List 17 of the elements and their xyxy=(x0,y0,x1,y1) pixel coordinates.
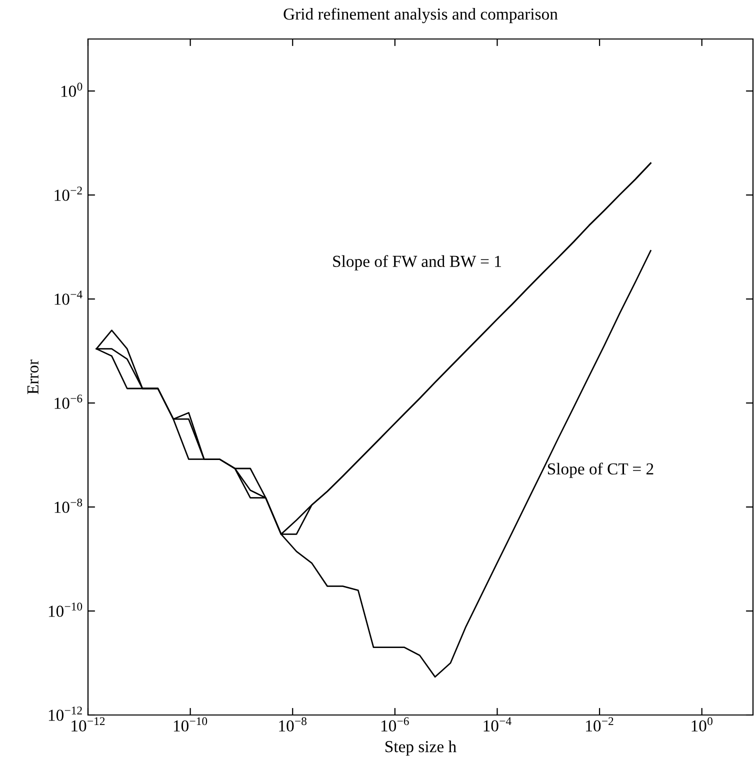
annotation: Slope of CT = 2 xyxy=(548,462,654,478)
x-tick-label: 10$^{0}$ xyxy=(692,717,712,732)
y-tick-label: 10$^{−2}$ xyxy=(54,186,82,201)
x-tick-label: 10$^{−10}$ xyxy=(174,717,208,732)
y-tick-label: 10$^{−6}$ xyxy=(54,394,82,409)
x-axis-title: Step size h xyxy=(386,740,456,756)
y-tick-label: 10$^{0}$ xyxy=(61,82,82,97)
annotation: Slope of FW and BW = 1 xyxy=(333,255,501,270)
chart-title: Grid refinement analysis and comparison xyxy=(284,8,558,24)
x-tick-label: 10$^{−4}$ xyxy=(484,717,512,732)
y-axis-title: Error xyxy=(27,360,39,394)
x-tick-label: 10$^{−6}$ xyxy=(381,717,409,732)
x-tick-label: 10$^{−8}$ xyxy=(279,717,306,732)
y-tick-label: 10$^{−10}$ xyxy=(48,602,82,617)
y-tick-label: 10$^{−4}$ xyxy=(54,290,82,305)
x-tick-label: 10$^{−2}$ xyxy=(586,717,614,732)
y-tick-label: 10$^{−8}$ xyxy=(54,498,82,513)
